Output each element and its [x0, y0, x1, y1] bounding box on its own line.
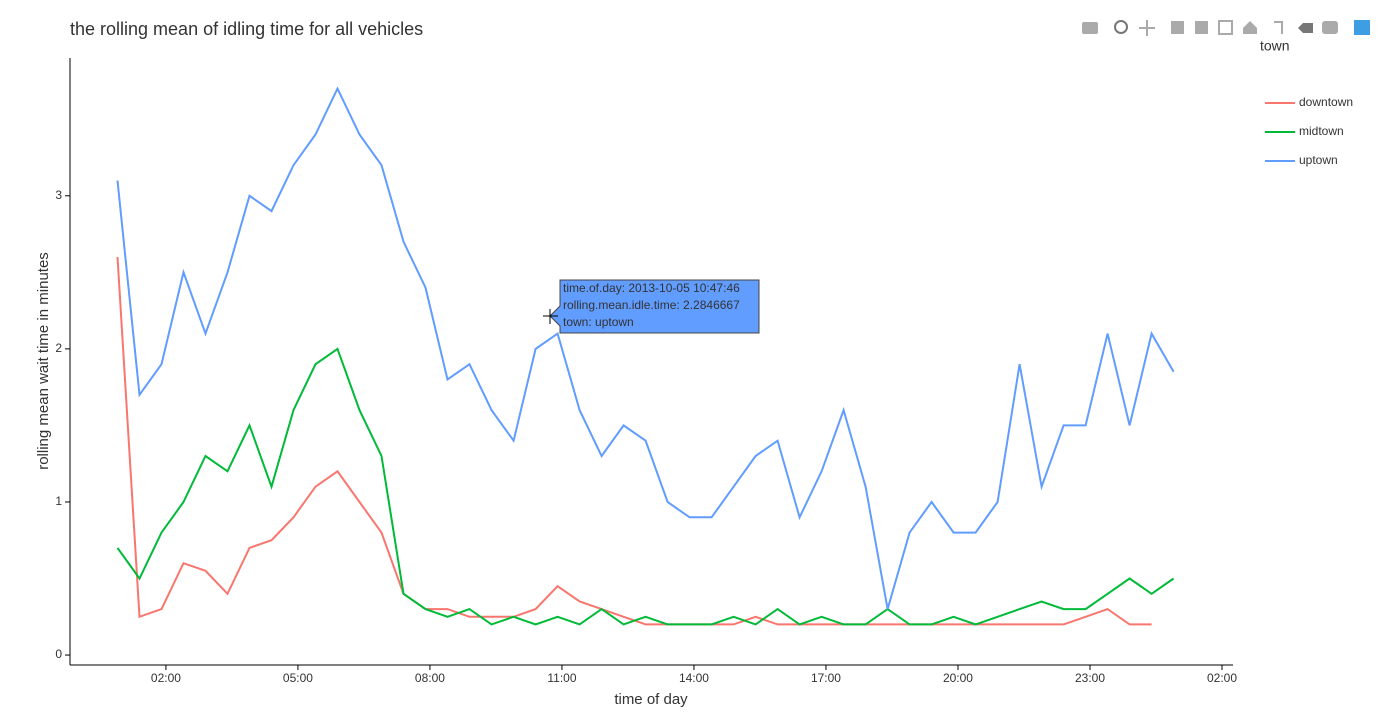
- tooltip-text: town: uptown: [563, 315, 634, 329]
- zoom-out-icon[interactable]: [1195, 21, 1208, 34]
- hover-closest-icon[interactable]: [1298, 23, 1313, 33]
- x-tick-label: 11:00: [547, 671, 576, 685]
- line-series: [116, 347, 1175, 626]
- autoscale-icon[interactable]: [1218, 20, 1233, 35]
- x-tick-label: 14:00: [679, 671, 709, 685]
- x-tick-label: 05:00: [283, 671, 313, 685]
- x-tick-label: 20:00: [943, 671, 973, 685]
- y-tick-label: 1: [55, 494, 62, 508]
- x-tick-label: 02:00: [1207, 671, 1237, 685]
- tooltip-box: [549, 279, 760, 334]
- camera-icon[interactable]: [1082, 22, 1098, 34]
- x-tick-label: 23:00: [1075, 671, 1105, 685]
- zoom-icon[interactable]: [1114, 20, 1128, 34]
- y-tick-label: 3: [55, 188, 62, 202]
- reset-icon[interactable]: [1243, 21, 1257, 34]
- tooltip-text: rolling.mean.idle.time: 2.2846667: [563, 298, 740, 312]
- legend-label: downtown: [1299, 95, 1353, 109]
- x-tick-label: 08:00: [415, 671, 445, 685]
- spike-icon[interactable]: [1274, 21, 1283, 34]
- x-tick-label: 02:00: [151, 671, 181, 685]
- y-axis-title: rolling mean wait time in minutes: [35, 252, 52, 470]
- legend-label: midtown: [1299, 124, 1344, 138]
- legend-label: uptown: [1299, 153, 1338, 167]
- chart-title: the rolling mean of idling time for all …: [70, 19, 423, 39]
- pan-icon[interactable]: [1139, 20, 1155, 36]
- y-tick-label: 0: [55, 647, 62, 661]
- y-tick-label: 2: [55, 341, 62, 355]
- toolbar: [1082, 20, 1370, 36]
- hover-compare-icon[interactable]: [1322, 21, 1338, 34]
- zoom-in-icon[interactable]: [1171, 21, 1184, 34]
- tooltip-text: time.of.day: 2013-10-05 10:47:46: [563, 281, 740, 295]
- legend-title: town: [1260, 38, 1290, 54]
- tooltip: time.of.day: 2013-10-05 10:47:46 rolling.…: [543, 279, 760, 334]
- x-axis-title: time of day: [614, 691, 688, 708]
- x-tick-label: 17:00: [811, 671, 841, 685]
- cursor: [543, 309, 558, 324]
- line-series: [116, 86, 1175, 610]
- plotly-logo[interactable]: [1354, 20, 1370, 35]
